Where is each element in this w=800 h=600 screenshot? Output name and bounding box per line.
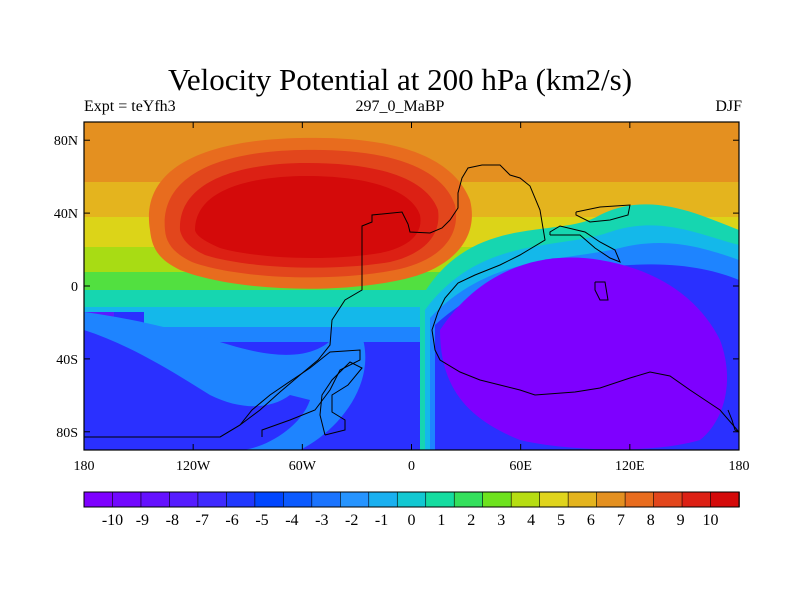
y-tick-label: 80S (56, 426, 78, 441)
x-tick-label: 180 (74, 459, 95, 474)
colorbar-swatch (596, 491, 626, 508)
coastline-6 (594, 281, 609, 301)
colorbar-swatch (624, 491, 655, 508)
colorbar-label: 7 (617, 512, 625, 529)
colorbar-swatch (681, 491, 712, 508)
coastline-5 (549, 225, 621, 263)
experiment-label: Expt = teYfh3 (84, 98, 176, 115)
colorbar-swatch (226, 491, 256, 508)
colorbar: -10 -9 -8 -7 -6 -5 -4 -3 -2 -1 0 1 2 3 4 5 6 7 8 9 10 (83, 491, 740, 529)
colorbar-label: -1 (375, 512, 388, 529)
colorbar-label: -7 (196, 512, 209, 529)
x-tick-label: 60W (289, 459, 317, 474)
colorbar-swatch (311, 491, 342, 508)
y-tick-label: 40N (54, 207, 78, 222)
colorbar-label: 1 (437, 512, 445, 529)
colorbar-label: -4 (285, 512, 298, 529)
x-tick-label: 120W (176, 459, 211, 474)
colorbar-swatch (83, 491, 114, 508)
period-label: 297_0_MaBP (355, 98, 445, 115)
y-tick-label: 40S (56, 353, 78, 368)
colorbar-label: 6 (587, 512, 595, 529)
colorbar-swatch (169, 491, 199, 508)
colorbar-label: 4 (527, 512, 535, 529)
colorbar-label: 8 (647, 512, 655, 529)
x-tick-label: 60E (509, 459, 532, 474)
colorbar-label: -3 (315, 512, 328, 529)
colorbar-label: 5 (557, 512, 565, 529)
colorbar-swatch (425, 491, 456, 508)
colorbar-swatch (710, 491, 740, 508)
coastline-1 (84, 164, 739, 438)
colorbar-swatch (283, 491, 313, 508)
colorbar-label: 9 (677, 512, 685, 529)
colorbar-label: 3 (497, 512, 505, 529)
field-layers (84, 122, 739, 450)
colorbar-label: -10 (102, 512, 123, 529)
coastline-3 (319, 361, 363, 436)
y-tick-label: 80N (54, 134, 78, 149)
x-tick-label: 120E (615, 459, 645, 474)
colorbar-label: 10 (703, 512, 719, 529)
colorbar-label: -2 (345, 512, 358, 529)
colorbar-label: -6 (225, 512, 238, 529)
colorbar-swatch (510, 491, 541, 508)
colorbar-swatch (112, 491, 142, 508)
colorbar-label: 0 (408, 512, 416, 529)
colorbar-swatch (482, 491, 512, 508)
colorbar-swatch (567, 491, 598, 508)
coastline-2 (219, 349, 361, 438)
x-tick-label: 180 (729, 459, 750, 474)
colorbar-frame (83, 491, 740, 508)
x-tick-label: 0 (408, 459, 415, 474)
season-label: DJF (715, 98, 742, 115)
colorbar-label: -5 (255, 512, 268, 529)
colorbar-swatch (140, 491, 171, 508)
colorbar-label: -8 (166, 512, 179, 529)
colorbar-label: -9 (136, 512, 149, 529)
axes: 180 120W 60W 0 60E 120E 180 80N 40N 0 40S 80S (54, 122, 750, 474)
colorbar-swatch (368, 491, 399, 508)
colorbar-swatch (453, 491, 484, 508)
coastline-7 (727, 409, 739, 433)
colorbar-swatch (197, 491, 228, 508)
map-title: Velocity Potential at 200 hPa (km2/s) (167, 62, 633, 97)
colorbar-label: 2 (467, 512, 475, 529)
colorbar-swatch (396, 491, 427, 508)
colorbar-swatch (340, 491, 370, 508)
coastline-4 (575, 204, 631, 223)
y-tick-label: 0 (71, 280, 78, 295)
colorbar-swatch (653, 491, 683, 508)
colorbar-swatch (539, 491, 569, 508)
colorbar-swatch (254, 491, 285, 508)
